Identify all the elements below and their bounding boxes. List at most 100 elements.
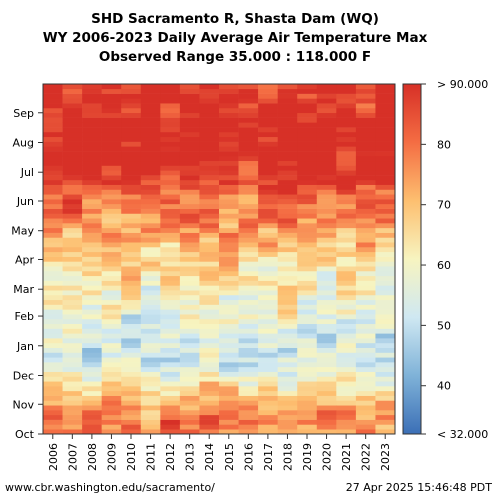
heatmap-cell: [316, 266, 337, 272]
heatmap-cell: [375, 338, 396, 344]
heatmap-cell: [199, 208, 220, 214]
heatmap-cell: [336, 170, 357, 176]
heatmap-cell: [199, 160, 220, 166]
heatmap-cell: [336, 112, 357, 118]
heatmap-cell: [62, 419, 83, 425]
heatmap-cell: [316, 299, 337, 305]
heatmap-cell: [297, 294, 318, 301]
x-tick-label: 2016: [242, 443, 255, 471]
heatmap-cell: [238, 232, 259, 238]
heatmap-cell: [199, 299, 220, 305]
heatmap-cell: [121, 84, 142, 90]
heatmap-cell: [316, 429, 337, 435]
heatmap-cell: [297, 352, 318, 358]
heatmap-cell: [258, 136, 278, 142]
heatmap-cell: [140, 294, 161, 301]
heatmap-cell: [43, 314, 63, 320]
heatmap-cell: [62, 328, 83, 334]
heatmap-cell: [82, 127, 102, 133]
heatmap-cell: [101, 400, 122, 406]
heatmap-cell: [297, 107, 318, 114]
heatmap-cell: [140, 381, 161, 387]
heatmap-cell: [238, 184, 259, 190]
heatmap-cell: [336, 251, 357, 257]
heatmap-cell: [121, 371, 142, 377]
heatmap-cell: [316, 247, 337, 253]
y-tick-label: Aug: [13, 136, 34, 149]
heatmap-cell: [238, 405, 259, 411]
heatmap-cell: [297, 424, 318, 430]
heatmap-cell: [258, 333, 278, 339]
heatmap-cell: [62, 213, 83, 219]
heatmap-cell: [140, 146, 161, 152]
heatmap-cell: [43, 270, 63, 277]
heatmap-cell: [258, 390, 278, 396]
heatmap-cell: [82, 410, 102, 416]
heatmap-cell: [355, 223, 376, 229]
heatmap-cell: [355, 318, 376, 325]
heatmap-cell: [316, 381, 337, 387]
heatmap-cell: [43, 175, 63, 181]
heatmap-cell: [258, 151, 278, 157]
heatmap-cell: [258, 256, 278, 262]
heatmap-cell: [140, 299, 161, 305]
heatmap-cell: [375, 261, 396, 267]
heatmap-cell: [140, 122, 161, 128]
heatmap-cell: [160, 347, 181, 353]
heatmap-cell: [316, 352, 337, 358]
heatmap-cell: [199, 314, 220, 320]
heatmap-cell: [277, 371, 298, 377]
heatmap-cell: [199, 280, 220, 286]
heatmap-cell: [336, 117, 357, 123]
heatmap-cell: [179, 179, 200, 185]
heatmap-cell: [101, 309, 122, 315]
heatmap-cell: [62, 362, 83, 368]
heatmap-cell: [121, 155, 142, 162]
heatmap-cell: [160, 199, 181, 205]
heatmap-cell: [179, 405, 200, 411]
heatmap-cell: [238, 318, 259, 325]
heatmap-cell: [43, 376, 63, 382]
heatmap-cell: [258, 227, 278, 233]
heatmap-cell: [199, 400, 220, 406]
heatmap-cell: [43, 386, 63, 392]
heatmap-cell: [140, 247, 161, 253]
heatmap-cell: [199, 414, 220, 420]
heatmap-cell: [316, 309, 337, 315]
heatmap-cell: [140, 347, 161, 353]
heatmap-cell: [101, 127, 122, 133]
heatmap-cell: [43, 127, 63, 133]
heatmap-cell: [297, 165, 318, 171]
heatmap-cell: [179, 151, 200, 157]
heatmap-cell: [62, 155, 83, 162]
heatmap-cell: [238, 117, 259, 123]
heatmap-cell: [140, 218, 161, 224]
heatmap-cell: [277, 136, 298, 142]
heatmap-cell: [258, 247, 278, 253]
heatmap-cell: [179, 333, 200, 339]
heatmap-cell: [62, 395, 83, 401]
heatmap-cell: [316, 160, 337, 166]
heatmap-cell: [140, 251, 161, 257]
heatmap-cell: [140, 93, 161, 99]
heatmap-cell: [336, 218, 357, 224]
heatmap-cell: [140, 107, 161, 114]
heatmap-cell: [82, 352, 102, 358]
heatmap-cell: [43, 165, 63, 171]
heatmap-cell: [199, 146, 220, 152]
heatmap-cell: [375, 405, 396, 411]
heatmap-cell: [258, 155, 278, 162]
heatmap-cell: [101, 371, 122, 377]
heatmap-cell: [121, 93, 142, 99]
heatmap-cell: [101, 208, 122, 214]
heatmap-cell: [238, 213, 259, 219]
heatmap-cell: [297, 275, 318, 281]
heatmap-cell: [219, 199, 239, 205]
heatmap-cell: [82, 184, 102, 190]
heatmap-cell: [355, 299, 376, 305]
heatmap-cell: [297, 175, 318, 181]
heatmap-cell: [355, 419, 376, 425]
heatmap-cell: [238, 199, 259, 205]
heatmap-cell: [121, 429, 142, 435]
heatmap-cell: [336, 357, 357, 363]
